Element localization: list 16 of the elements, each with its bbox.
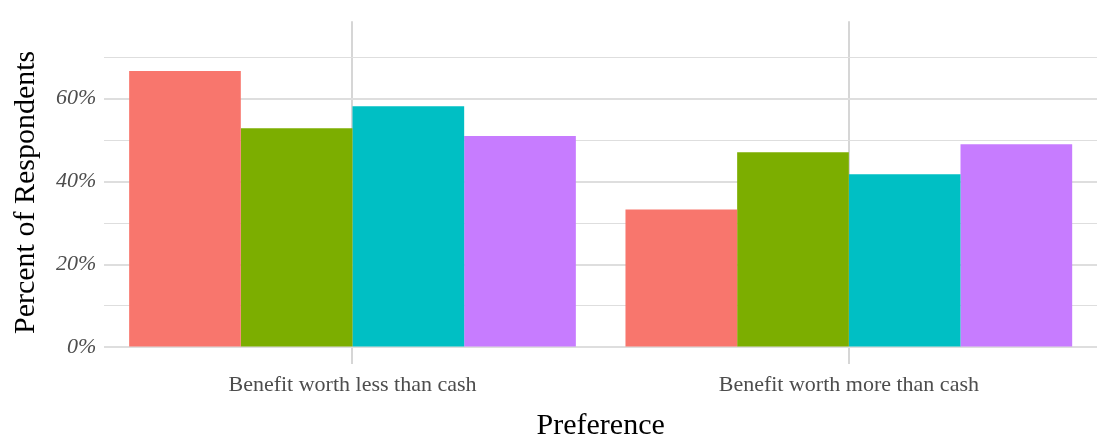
y-tick-label: 60% [56, 84, 97, 110]
y-tick-label: 40% [56, 167, 97, 193]
bar [848, 174, 961, 347]
bar [625, 209, 738, 347]
x-axis-title: Preference [536, 406, 665, 440]
y-tick-label: 20% [56, 250, 97, 276]
y-axis-title: Percent of Respondents [6, 50, 40, 335]
y-tick-label: 0% [67, 333, 97, 359]
bar [960, 144, 1073, 347]
bar [464, 136, 576, 347]
bar [737, 152, 849, 347]
bar [129, 70, 241, 347]
bar [240, 128, 353, 347]
x-tick-label: Benefit worth less than cash [228, 370, 477, 396]
x-tick-label: Benefit worth more than cash [718, 370, 979, 396]
bar [352, 106, 465, 347]
